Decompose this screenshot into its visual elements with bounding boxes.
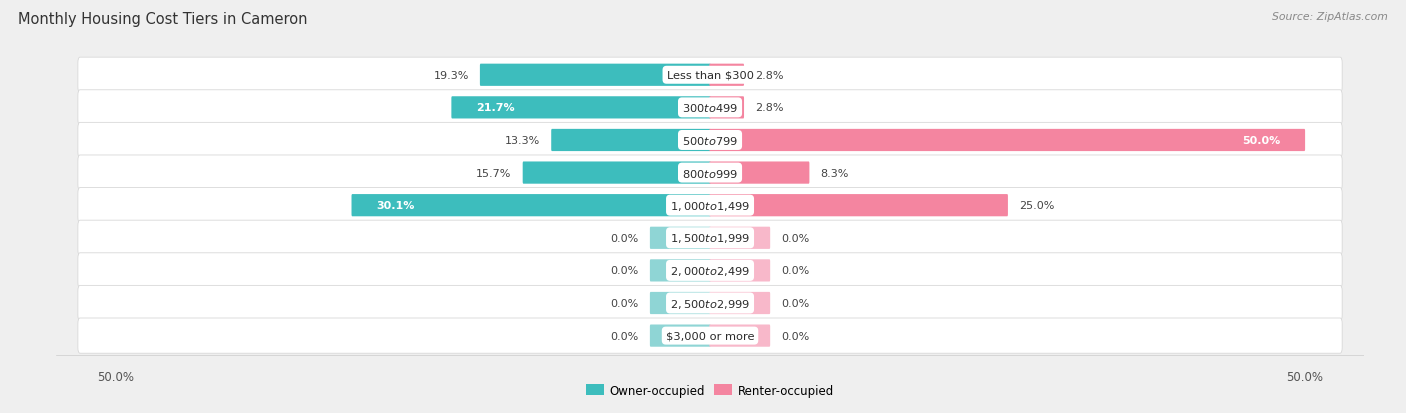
FancyBboxPatch shape: [77, 318, 1343, 354]
FancyBboxPatch shape: [523, 162, 711, 184]
FancyBboxPatch shape: [77, 90, 1343, 126]
Text: 2.8%: 2.8%: [755, 71, 783, 81]
Text: 21.7%: 21.7%: [475, 103, 515, 113]
Text: $1,500 to $1,999: $1,500 to $1,999: [671, 232, 749, 244]
Text: $3,000 or more: $3,000 or more: [666, 331, 754, 341]
Text: $800 to $999: $800 to $999: [682, 167, 738, 179]
FancyBboxPatch shape: [77, 188, 1343, 223]
FancyBboxPatch shape: [77, 58, 1343, 93]
Text: 15.7%: 15.7%: [477, 168, 512, 178]
FancyBboxPatch shape: [77, 221, 1343, 256]
Text: Source: ZipAtlas.com: Source: ZipAtlas.com: [1272, 12, 1388, 22]
FancyBboxPatch shape: [709, 97, 744, 119]
Text: Less than $300: Less than $300: [666, 71, 754, 81]
Text: $1,000 to $1,499: $1,000 to $1,499: [671, 199, 749, 212]
Text: 0.0%: 0.0%: [610, 266, 638, 276]
FancyBboxPatch shape: [709, 227, 770, 249]
FancyBboxPatch shape: [77, 156, 1343, 191]
FancyBboxPatch shape: [709, 64, 744, 87]
Text: 19.3%: 19.3%: [433, 71, 468, 81]
Text: $2,500 to $2,999: $2,500 to $2,999: [671, 297, 749, 310]
Text: 30.1%: 30.1%: [375, 201, 415, 211]
Text: $300 to $499: $300 to $499: [682, 102, 738, 114]
FancyBboxPatch shape: [77, 123, 1343, 158]
Text: $2,000 to $2,499: $2,000 to $2,499: [671, 264, 749, 277]
Text: 0.0%: 0.0%: [782, 233, 810, 243]
Text: 25.0%: 25.0%: [1019, 201, 1054, 211]
FancyBboxPatch shape: [551, 130, 711, 152]
Text: 0.0%: 0.0%: [782, 298, 810, 308]
FancyBboxPatch shape: [650, 260, 711, 282]
Text: 13.3%: 13.3%: [505, 135, 540, 146]
FancyBboxPatch shape: [709, 325, 770, 347]
Text: 0.0%: 0.0%: [782, 266, 810, 276]
FancyBboxPatch shape: [709, 162, 810, 184]
Legend: Owner-occupied, Renter-occupied: Owner-occupied, Renter-occupied: [581, 379, 839, 401]
Text: 0.0%: 0.0%: [610, 233, 638, 243]
Text: 8.3%: 8.3%: [821, 168, 849, 178]
Text: 0.0%: 0.0%: [782, 331, 810, 341]
FancyBboxPatch shape: [451, 97, 711, 119]
Text: 2.8%: 2.8%: [755, 103, 783, 113]
Text: 50.0%: 50.0%: [1243, 135, 1281, 146]
Text: $500 to $799: $500 to $799: [682, 135, 738, 147]
FancyBboxPatch shape: [650, 292, 711, 314]
FancyBboxPatch shape: [77, 253, 1343, 288]
FancyBboxPatch shape: [709, 195, 1008, 217]
Text: 0.0%: 0.0%: [610, 331, 638, 341]
FancyBboxPatch shape: [709, 260, 770, 282]
FancyBboxPatch shape: [352, 195, 711, 217]
FancyBboxPatch shape: [479, 64, 711, 87]
Text: Monthly Housing Cost Tiers in Cameron: Monthly Housing Cost Tiers in Cameron: [18, 12, 308, 27]
FancyBboxPatch shape: [650, 325, 711, 347]
Text: 0.0%: 0.0%: [610, 298, 638, 308]
FancyBboxPatch shape: [709, 292, 770, 314]
FancyBboxPatch shape: [77, 286, 1343, 321]
FancyBboxPatch shape: [650, 227, 711, 249]
FancyBboxPatch shape: [709, 130, 1305, 152]
